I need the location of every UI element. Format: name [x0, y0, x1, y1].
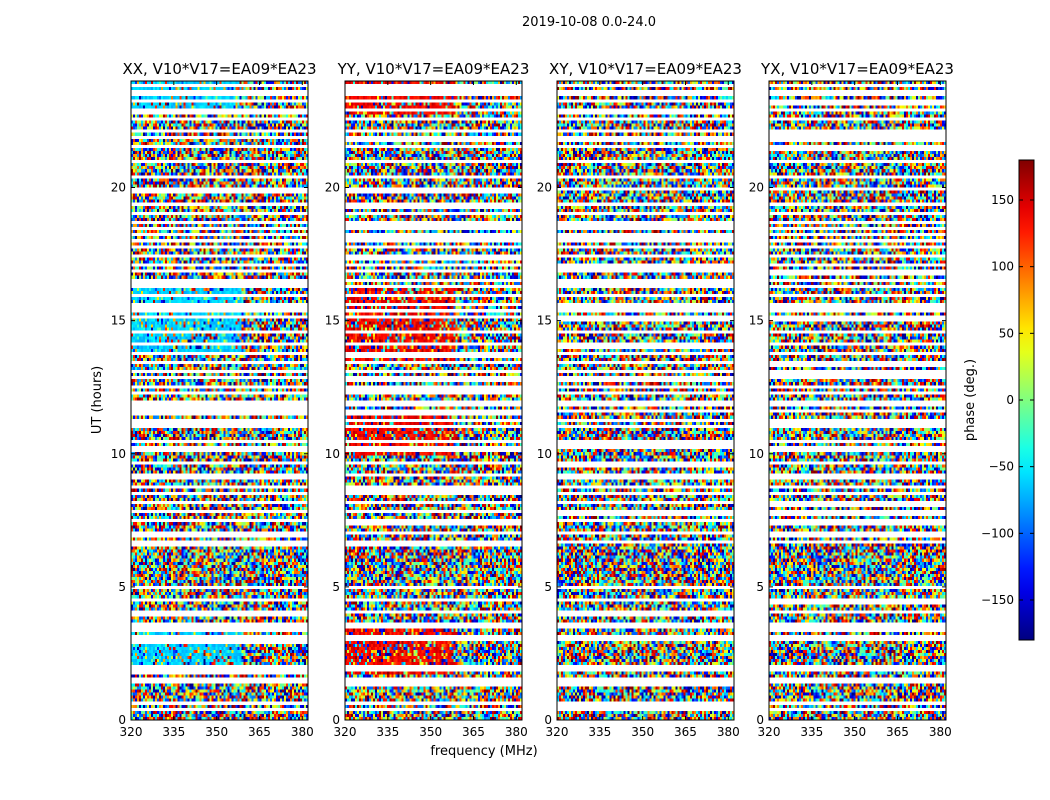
x-tick-label: 320 — [120, 725, 143, 739]
y-tick-label: 10 — [325, 447, 340, 461]
colorbar-tick-label: 100 — [991, 260, 1014, 274]
y-tick-label: 0 — [332, 713, 340, 727]
x-tick-label: 335 — [162, 725, 185, 739]
x-tick-label: 380 — [505, 725, 528, 739]
y-axis-label: UT (hours) — [90, 366, 105, 434]
colorbar-tick-label: −50 — [989, 460, 1014, 474]
colorbar-tick-label: 0 — [1006, 393, 1014, 407]
x-tick-label: 320 — [334, 725, 357, 739]
x-tick-label: 365 — [886, 725, 909, 739]
y-tick-label: 0 — [118, 713, 126, 727]
colorbar-tick-label: −150 — [981, 593, 1014, 607]
y-tick-label: 0 — [756, 713, 764, 727]
x-tick-label: 335 — [376, 725, 399, 739]
panel-3: XY, V10*V17=EA09*EA23 320 335 350 365 380 0 5 10… — [537, 60, 742, 739]
x-tick-label: 365 — [674, 725, 697, 739]
x-tick-label: 380 — [291, 725, 314, 739]
x-tick-label: 380 — [717, 725, 740, 739]
colorbar-label: phase (deg.) — [963, 359, 978, 441]
panel-frame — [768, 80, 947, 721]
y-tick-label: 15 — [537, 314, 552, 328]
heatmap-image — [769, 81, 946, 720]
y-tick-label: 15 — [111, 314, 126, 328]
y-tick-label: 15 — [325, 314, 340, 328]
x-axis-label: frequency (MHz) — [430, 744, 537, 759]
y-tick-label: 5 — [756, 580, 764, 594]
x-tick-label: 335 — [588, 725, 611, 739]
panels-group: XX, V10*V17=EA09*EA23 320 335 350 365 380 0 5 10… — [111, 60, 954, 739]
y-tick-label: 20 — [537, 181, 552, 195]
panel-frame — [556, 80, 735, 721]
panel-1: XX, V10*V17=EA09*EA23 320 335 350 365 380 0 5 10… — [111, 60, 317, 739]
heatmap-image — [345, 81, 522, 720]
y-tick-label: 20 — [749, 181, 764, 195]
panel-title: YX, V10*V17=EA09*EA23 — [760, 60, 954, 78]
panel-title: XY, V10*V17=EA09*EA23 — [549, 60, 742, 78]
y-tick-label: 0 — [544, 713, 552, 727]
x-tick-label: 350 — [419, 725, 442, 739]
panel-frame — [344, 80, 523, 721]
y-tick-label: 10 — [111, 447, 126, 461]
y-tick-label: 15 — [749, 314, 764, 328]
y-tick-label: 10 — [537, 447, 552, 461]
x-tick-label: 350 — [843, 725, 866, 739]
panel-title: XX, V10*V17=EA09*EA23 — [122, 60, 316, 78]
colorbar-tick-label: 150 — [991, 193, 1014, 207]
y-tick-label: 5 — [332, 580, 340, 594]
y-tick-label: 5 — [118, 580, 126, 594]
x-tick-label: 320 — [758, 725, 781, 739]
x-tick-label: 350 — [631, 725, 654, 739]
x-tick-label: 365 — [462, 725, 485, 739]
y-tick-label: 20 — [325, 181, 340, 195]
x-tick-label: 365 — [248, 725, 271, 739]
figure-suptitle: 2019-10-08 0.0-24.0 — [522, 15, 656, 30]
panel-title: YY, V10*V17=EA09*EA23 — [337, 60, 530, 78]
panel-2: YY, V10*V17=EA09*EA23 320 335 350 365 380 0 5 10… — [325, 60, 530, 739]
x-tick-label: 320 — [546, 725, 569, 739]
x-tick-label: 380 — [929, 725, 952, 739]
colorbar: −150 −100 −50 0 50 100 150 — [981, 159, 1035, 641]
x-tick-label: 335 — [800, 725, 823, 739]
panel-4: YX, V10*V17=EA09*EA23 320 335 350 365 380 0 5 10… — [749, 60, 954, 739]
panel-frame — [130, 80, 309, 721]
x-tick-label: 350 — [205, 725, 228, 739]
colorbar-tick-label: 50 — [999, 326, 1014, 340]
heatmap-image — [131, 81, 308, 720]
y-tick-label: 20 — [111, 181, 126, 195]
heatmap-image — [557, 81, 734, 720]
y-tick-label: 5 — [544, 580, 552, 594]
colorbar-tick-label: −100 — [981, 526, 1014, 540]
y-tick-label: 10 — [749, 447, 764, 461]
